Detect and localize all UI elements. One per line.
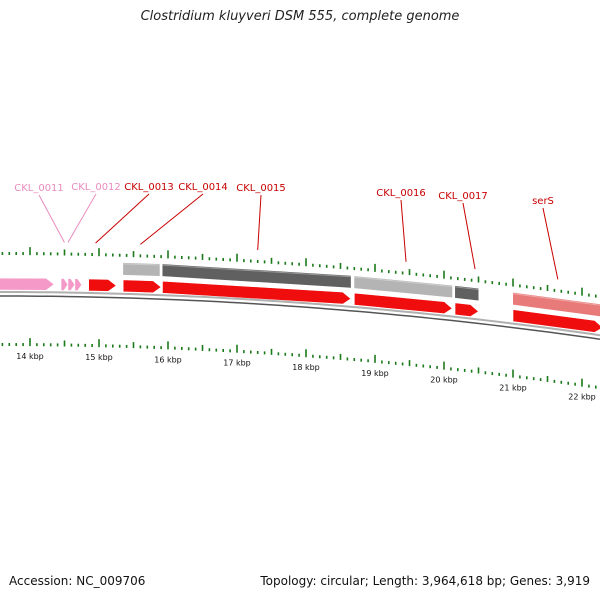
gene-label-layer: CKL_0011 CKL_0012 CKL_0013 CKL_0014 CKL_0015…: [14, 182, 559, 280]
gene-label: CKL_0015: [236, 183, 286, 194]
kbp-tick-label: 22 kbp: [568, 393, 596, 402]
gene-arrow: [162, 280, 352, 305]
feature-highlight: [354, 276, 453, 288]
gene-arrow: [67, 278, 76, 291]
gene-track: [0, 277, 600, 333]
gene-label: CKL_0013: [124, 182, 174, 193]
genome-title: Clostridium kluyveri DSM 555, complete g…: [140, 9, 460, 24]
kbp-tick-label: 15 kbp: [85, 353, 113, 362]
feature-highlight: [162, 264, 351, 278]
gene-arrow: [454, 302, 480, 317]
bottom-tick-row: [1, 338, 597, 389]
kbp-tick-label: 14 kbp: [16, 352, 44, 361]
backbone-inner: [0, 295, 600, 340]
feature-block: [354, 276, 453, 298]
genome-summary-text: Topology: circular; Length: 3,964,618 bp…: [260, 574, 590, 588]
gene-leader-line: [38, 194, 65, 243]
feature-track: [123, 262, 600, 317]
gene-arrow: [354, 292, 453, 314]
gene-leader-line: [462, 202, 476, 270]
gene-arrow: [512, 309, 600, 333]
gene-arrow: [0, 277, 55, 291]
feature-block: [455, 285, 479, 301]
gene-leader-line: [67, 193, 97, 243]
gene-label: CKL_0017: [438, 191, 488, 202]
kbp-tick-label: 16 kbp: [154, 355, 182, 364]
feature-block: [123, 262, 160, 277]
kbp-tick-label: 19 kbp: [361, 369, 389, 378]
gene-leader-line: [542, 207, 559, 280]
accession-text: Accession: NC_009706: [9, 574, 146, 588]
kbp-tick-label: 17 kbp: [223, 359, 251, 368]
feature-highlight: [512, 293, 600, 306]
gene-arrow: [88, 278, 117, 292]
gene-arrow: [74, 278, 83, 292]
gene-label: CKL_0014: [178, 182, 228, 193]
kbp-scale: 14 kbp 15 kbp 16 kbp 17 kbp 18 kbp 19 kbp 20 k…: [16, 352, 596, 402]
backbone-outer: [0, 291, 600, 337]
gene-leader-line: [257, 194, 262, 250]
top-tick-row: [1, 247, 597, 298]
gene-label: serS: [532, 196, 554, 207]
gene-leader-line: [95, 193, 150, 244]
gene-arrow: [60, 278, 69, 291]
kbp-tick-label: 20 kbp: [430, 376, 458, 385]
gene-leader-line: [140, 193, 204, 245]
feature-block: [513, 292, 600, 317]
gene-label: CKL_0016: [376, 188, 426, 199]
feature-highlight: [123, 263, 160, 266]
kbp-tick-label: 18 kbp: [292, 363, 320, 372]
gene-label: CKL_0011: [14, 183, 64, 194]
kbp-tick-label: 21 kbp: [499, 384, 527, 393]
feature-highlight: [454, 286, 479, 290]
gene-arrow: [122, 279, 162, 294]
genome-backbone: [0, 291, 600, 340]
gene-label: CKL_0012: [71, 182, 121, 193]
gene-leader-line: [400, 199, 407, 262]
feature-block: [162, 264, 351, 288]
